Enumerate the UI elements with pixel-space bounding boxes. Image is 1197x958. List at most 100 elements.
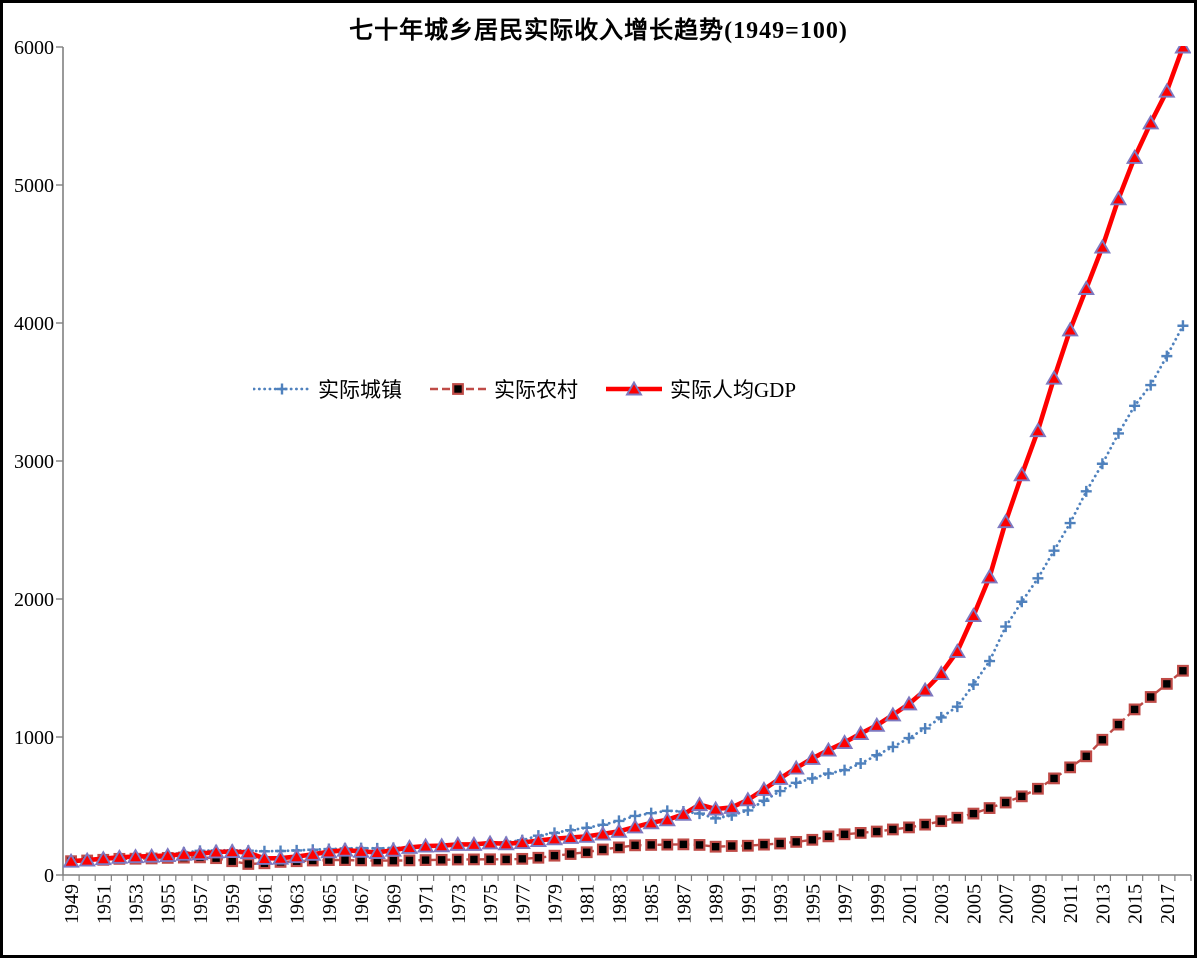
- gdp-triangle-marker: [207, 843, 225, 859]
- gdp-triangle-marker: [610, 822, 628, 838]
- gdp-triangle-marker: [63, 852, 80, 868]
- urban-plus-marker: [1080, 485, 1092, 497]
- gdp-triangle-marker: [497, 835, 515, 851]
- urban-legend-marker-icon: [253, 383, 311, 395]
- rural-square-marker: [935, 815, 948, 828]
- x-tick-label: 1997: [835, 884, 857, 924]
- x-tick-label: 1959: [222, 884, 244, 924]
- rural-square-marker: [886, 823, 899, 836]
- y-tick-label: 5000: [14, 175, 54, 197]
- urban-plus-marker: [822, 768, 834, 780]
- x-tick-label: 1991: [738, 884, 760, 924]
- rural-square-marker: [806, 833, 819, 846]
- x-tick-label: 1955: [158, 884, 180, 924]
- rural-square-marker: [741, 839, 754, 852]
- gdp-triangle-marker: [416, 837, 435, 853]
- rural-square-marker: [1096, 733, 1109, 746]
- gdp-triangle-marker: [642, 814, 660, 830]
- urban-plus-marker: [1112, 427, 1124, 439]
- urban-plus-marker: [790, 777, 802, 789]
- rural-square-marker: [758, 838, 770, 851]
- rural-square-marker: [580, 846, 593, 859]
- urban-plus-marker: [855, 757, 867, 769]
- rural-square-marker: [1144, 691, 1157, 703]
- gdp-triangle-marker: [803, 750, 821, 765]
- urban-plus-marker: [758, 795, 770, 807]
- gdp-legend-label: 实际人均GDP: [670, 378, 797, 402]
- gdp-triangle-marker: [1109, 190, 1128, 206]
- gdp-triangle-marker: [1045, 369, 1063, 385]
- gdp-triangle-marker: [400, 839, 419, 854]
- gdp-triangle-marker: [723, 798, 741, 814]
- gdp-triangle-marker: [529, 832, 548, 847]
- x-tick-label: 1971: [416, 884, 438, 924]
- gdp-triangle-marker: [852, 725, 870, 740]
- gdp-triangle-marker: [110, 848, 129, 864]
- rural-square-marker: [774, 837, 786, 850]
- rural-legend-marker-icon: [430, 383, 486, 395]
- gdp-triangle-marker: [1174, 46, 1191, 54]
- x-tick-label: 2013: [1092, 884, 1114, 924]
- y-tick-label: 6000: [14, 37, 54, 59]
- rural-square-marker: [242, 858, 255, 870]
- x-tick-label: 1981: [577, 884, 599, 924]
- rural-square-marker: [564, 848, 577, 860]
- x-tick-label: 1965: [319, 884, 341, 924]
- rural-square-marker: [983, 802, 996, 814]
- rural-square-marker: [1015, 790, 1028, 803]
- urban-plus-marker: [919, 722, 931, 734]
- gdp-triangle-marker: [594, 825, 612, 841]
- gdp-triangle-marker: [561, 829, 580, 844]
- urban-plus-marker: [984, 655, 996, 667]
- urban-plus-marker: [967, 679, 979, 691]
- gdp-triangle-marker: [706, 800, 725, 816]
- x-tick-label: 1949: [61, 884, 83, 924]
- x-tick-label: 1983: [609, 884, 631, 924]
- rural-square-marker: [484, 853, 496, 866]
- rural-square-marker: [951, 811, 964, 824]
- gdp-triangle-marker: [1013, 466, 1031, 482]
- gdp-triangle-marker: [674, 805, 693, 821]
- rural-square-marker: [451, 853, 464, 866]
- gdp-triangle-marker: [997, 513, 1015, 529]
- urban-plus-marker: [1129, 400, 1141, 412]
- series-line-gdp: [70, 46, 1186, 864]
- x-tick-label: 1969: [383, 884, 405, 924]
- rural-square-marker: [790, 835, 803, 848]
- gdp-triangle-marker: [288, 848, 306, 864]
- gdp-triangle-marker: [1077, 280, 1095, 295]
- rural-square-marker: [854, 827, 867, 839]
- x-tick-label: 1967: [351, 884, 373, 924]
- urban-plus-marker: [1177, 320, 1189, 332]
- rural-legend-label: 实际农村: [494, 378, 578, 402]
- x-tick-label: 1961: [254, 884, 276, 924]
- gdp-triangle-marker: [336, 841, 354, 857]
- gdp-triangle-marker: [352, 842, 370, 858]
- gdp-triangle-marker: [948, 643, 966, 658]
- gdp-triangle-marker: [819, 741, 838, 757]
- urban-plus-marker: [1032, 572, 1044, 584]
- gdp-triangle-marker: [384, 841, 402, 857]
- gdp-triangle-marker: [980, 568, 999, 584]
- rural-square-marker: [838, 828, 851, 841]
- x-tick-label: 2017: [1157, 884, 1179, 924]
- x-tick-label: 1993: [770, 884, 792, 924]
- gdp-triangle-marker: [835, 734, 854, 749]
- x-tick-label: 1963: [287, 884, 309, 924]
- urban-plus-marker: [1096, 458, 1108, 470]
- rural-square-marker: [387, 854, 400, 867]
- gdp-triangle-marker: [626, 818, 644, 834]
- y-tick-label: 3000: [14, 451, 54, 473]
- rural-square-marker: [613, 841, 625, 854]
- urban-plus-marker: [951, 701, 963, 713]
- rural-square-marker: [677, 838, 690, 851]
- gdp-triangle-marker: [755, 781, 773, 796]
- rural-square-marker: [403, 854, 416, 867]
- gdp-triangle-marker: [465, 835, 483, 851]
- gdp-triangle-marker: [142, 847, 161, 863]
- urban-plus-marker: [742, 804, 754, 816]
- gdp-triangle-marker: [271, 849, 290, 865]
- gdp-triangle-marker: [625, 380, 643, 396]
- x-tick-label: 2007: [996, 884, 1018, 924]
